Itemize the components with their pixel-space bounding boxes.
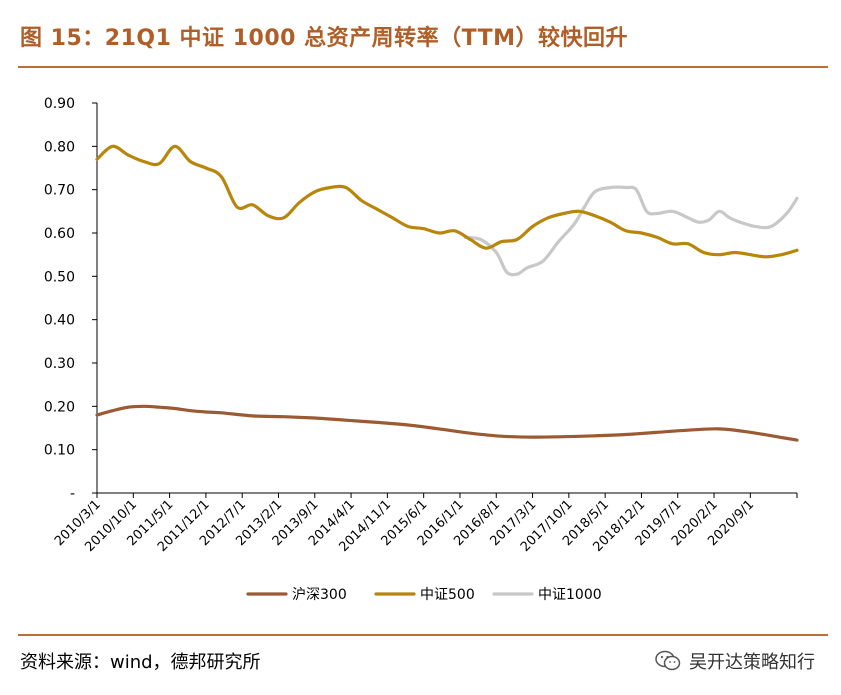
series-line-hs300 <box>95 404 799 442</box>
y-tick-label: 0.30 <box>44 356 75 372</box>
y-tick-label: 0.80 <box>44 139 75 155</box>
y-tick-label: 0.10 <box>44 443 75 459</box>
y-tick-label: 0.20 <box>44 399 75 415</box>
series-line-csi500 <box>95 144 799 259</box>
watermark: 吴开达策略知行 <box>655 648 815 674</box>
line-chart: -0.100.200.300.400.500.600.700.800.90201… <box>44 96 799 603</box>
legend-label: 中证1000 <box>538 587 602 603</box>
legend-label: 中证500 <box>420 587 475 603</box>
y-tick-label: - <box>70 486 75 502</box>
title-divider <box>18 66 828 68</box>
y-tick-label: 0.50 <box>44 269 75 285</box>
chart-title: 图 15：21Q1 中证 1000 总资产周转率（TTM）较快回升 <box>20 26 629 51</box>
y-tick-label: 0.70 <box>44 183 75 199</box>
watermark-text: 吴开达策略知行 <box>689 652 815 673</box>
y-tick-label: 0.40 <box>44 313 75 329</box>
legend-label: 沪深300 <box>292 587 347 603</box>
series-line-csi1000 <box>463 185 799 277</box>
source-note: 资料来源：wind，德邦研究所 <box>20 652 261 673</box>
wechat-icon <box>655 650 681 672</box>
y-tick-label: 0.90 <box>44 96 75 112</box>
y-tick-label: 0.60 <box>44 226 75 242</box>
footer-divider <box>18 634 828 636</box>
